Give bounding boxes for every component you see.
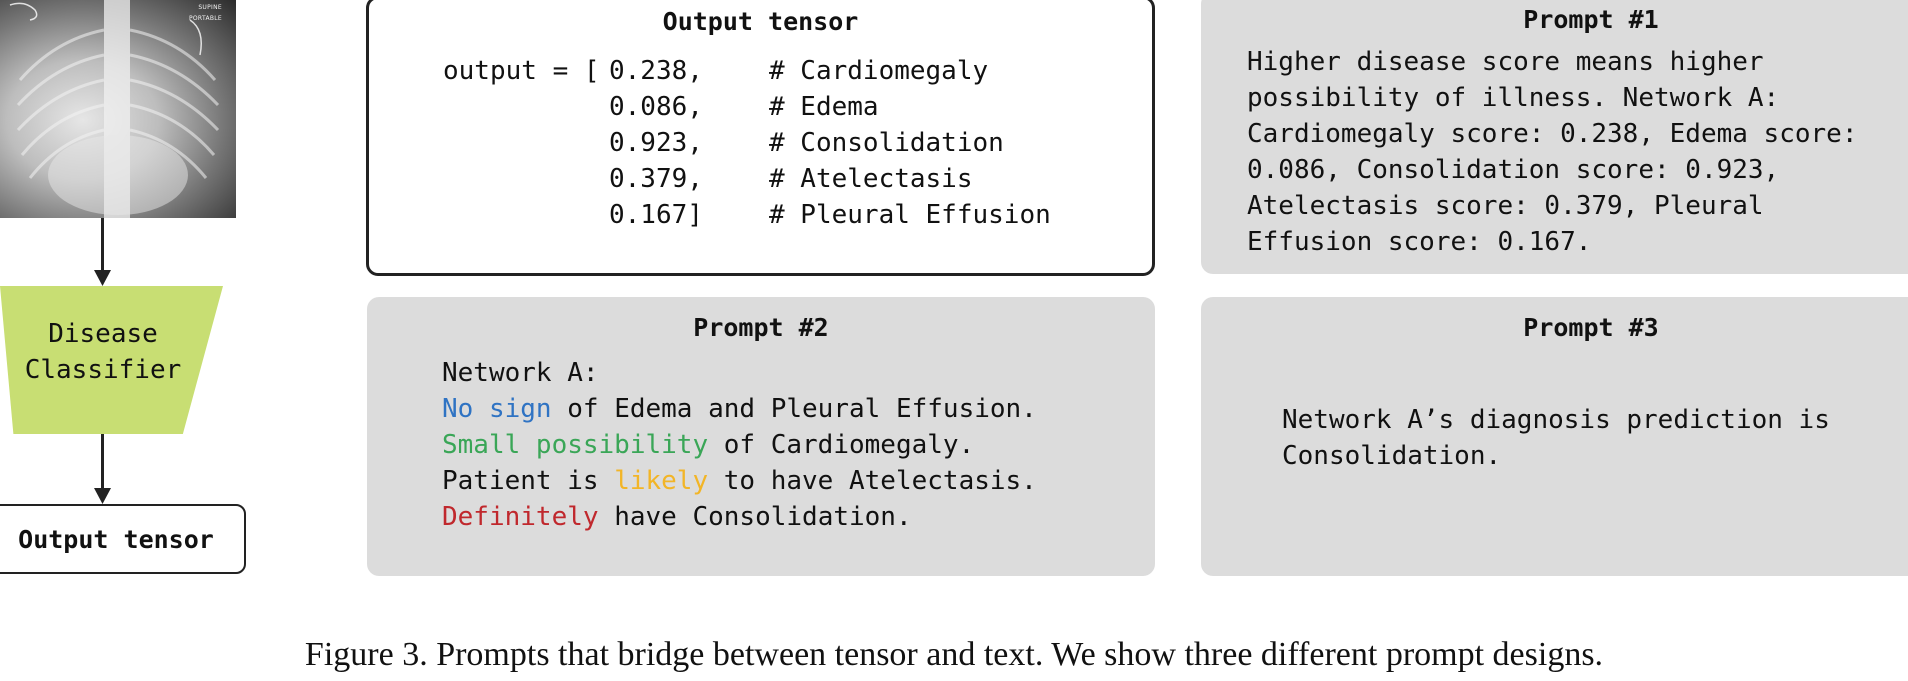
code-value: 0.923, (609, 128, 703, 158)
output-tensor-panel-title: Output tensor (662, 7, 859, 36)
xray-tag-portable: PORTABLE (188, 15, 222, 22)
prompt-1-line: Atelectasis score: 0.379, Pleural (1247, 191, 1764, 221)
code-comment: # Atelectasis (769, 164, 973, 194)
prompt-3-line: Network A’s diagnosis prediction is (1282, 405, 1830, 435)
code-comment: # Cardiomegaly (769, 56, 989, 86)
output-tensor-box: Output tensor (0, 504, 246, 574)
highlight-small-possibility: Small possibility (442, 430, 709, 460)
code-comment: # Edema (769, 92, 879, 122)
xray-tag-supine: SUPINE (198, 4, 222, 11)
code-comment: # Consolidation (769, 128, 1004, 158)
code-row: 0.379, # Atelectasis (443, 161, 1051, 197)
prompt-2-line: Small possibility of Cardiomegaly. (442, 427, 1037, 463)
arrowhead-down-icon (94, 488, 111, 504)
prompt-1-line: Higher disease score means higher (1247, 47, 1764, 77)
classifier-label-line1: Disease (48, 319, 158, 349)
prompt-1-line: Cardiomegaly score: 0.238, Edema score: (1247, 119, 1858, 149)
code-row: output = [ 0.238, # Cardiomegaly (443, 53, 1051, 89)
code-prefix: output = [ (443, 56, 600, 86)
arrowhead-down-icon (94, 270, 111, 286)
code-value: 0.379, (609, 164, 703, 194)
arrow-line-image-to-classifier (101, 218, 104, 272)
prompt-2-line: Definitely have Consolidation. (442, 499, 1037, 535)
code-value: 0.238, (609, 56, 703, 86)
prompt-1-line: Effusion score: 0.167. (1247, 227, 1592, 257)
chest-xray-image: SUPINE PORTABLE (0, 0, 236, 218)
disease-classifier-label: Disease Classifier (10, 316, 196, 388)
prompt-3-line: Consolidation. (1282, 441, 1502, 471)
prompt-2-line-before: Patient is (442, 466, 615, 496)
prompt-2-line-rest: of Cardiomegaly. (708, 430, 975, 460)
code-value: 0.086, (609, 92, 703, 122)
code-row: 0.086, # Edema (443, 89, 1051, 125)
arrow-line-classifier-to-output (101, 434, 104, 490)
disease-classifier-block (0, 286, 223, 434)
prompt-1-text: Higher disease score means higher possib… (1247, 44, 1857, 260)
output-tensor-code: output = [ 0.238, # Cardiomegaly 0.086, # E… (443, 53, 1051, 233)
prompt-2-line-rest: have Consolidation. (598, 502, 912, 532)
prompt-2-title: Prompt #2 (693, 313, 829, 342)
prompt-2-line: Patient is likely to have Atelectasis. (442, 463, 1037, 499)
highlight-likely: likely (614, 466, 709, 496)
highlight-definitely: Definitely (442, 502, 599, 532)
code-value: 0.167] (609, 200, 703, 230)
prompt-2-line-rest: to have Atelectasis. (708, 466, 1037, 496)
prompt-3-title: Prompt #3 (1523, 313, 1659, 342)
prompt-2-line: Network A: (442, 358, 599, 388)
xray-ribcage-drawing (9, 0, 220, 218)
prompt-3-panel: Prompt #3 Network A’s diagnosis predicti… (1201, 297, 1908, 576)
classifier-label-line2: Classifier (24, 355, 182, 385)
prompt-2-text: Network A: No sign of Edema and Pleural … (442, 355, 1037, 535)
code-comment: # Pleural Effusion (769, 200, 1051, 230)
prompt-2-panel: Prompt #2 Network A: No sign of Edema an… (367, 297, 1155, 576)
output-tensor-panel: Output tensor output = [ 0.238, # Cardiome… (366, 0, 1155, 276)
prompt-3-text: Network A’s diagnosis prediction is Cons… (1282, 402, 1830, 474)
prompt-1-title: Prompt #1 (1523, 5, 1659, 34)
prompt-2-line: No sign of Edema and Pleural Effusion. (442, 391, 1037, 427)
output-tensor-box-label: Output tensor (18, 524, 214, 554)
prompt-1-line: possibility of illness. Network A: (1247, 83, 1780, 113)
prompt-1-panel: Prompt #1 Higher disease score means hig… (1201, 0, 1908, 274)
prompt-1-line: 0.086, Consolidation score: 0.923, (1247, 155, 1780, 185)
figure-caption: Figure 3. Prompts that bridge between te… (304, 636, 1604, 673)
prompt-2-line-rest: of Edema and Pleural Effusion. (551, 394, 1037, 424)
code-row: 0.167] # Pleural Effusion (443, 197, 1051, 233)
code-row: 0.923, # Consolidation (443, 125, 1051, 161)
highlight-no-sign: No sign (442, 394, 552, 424)
